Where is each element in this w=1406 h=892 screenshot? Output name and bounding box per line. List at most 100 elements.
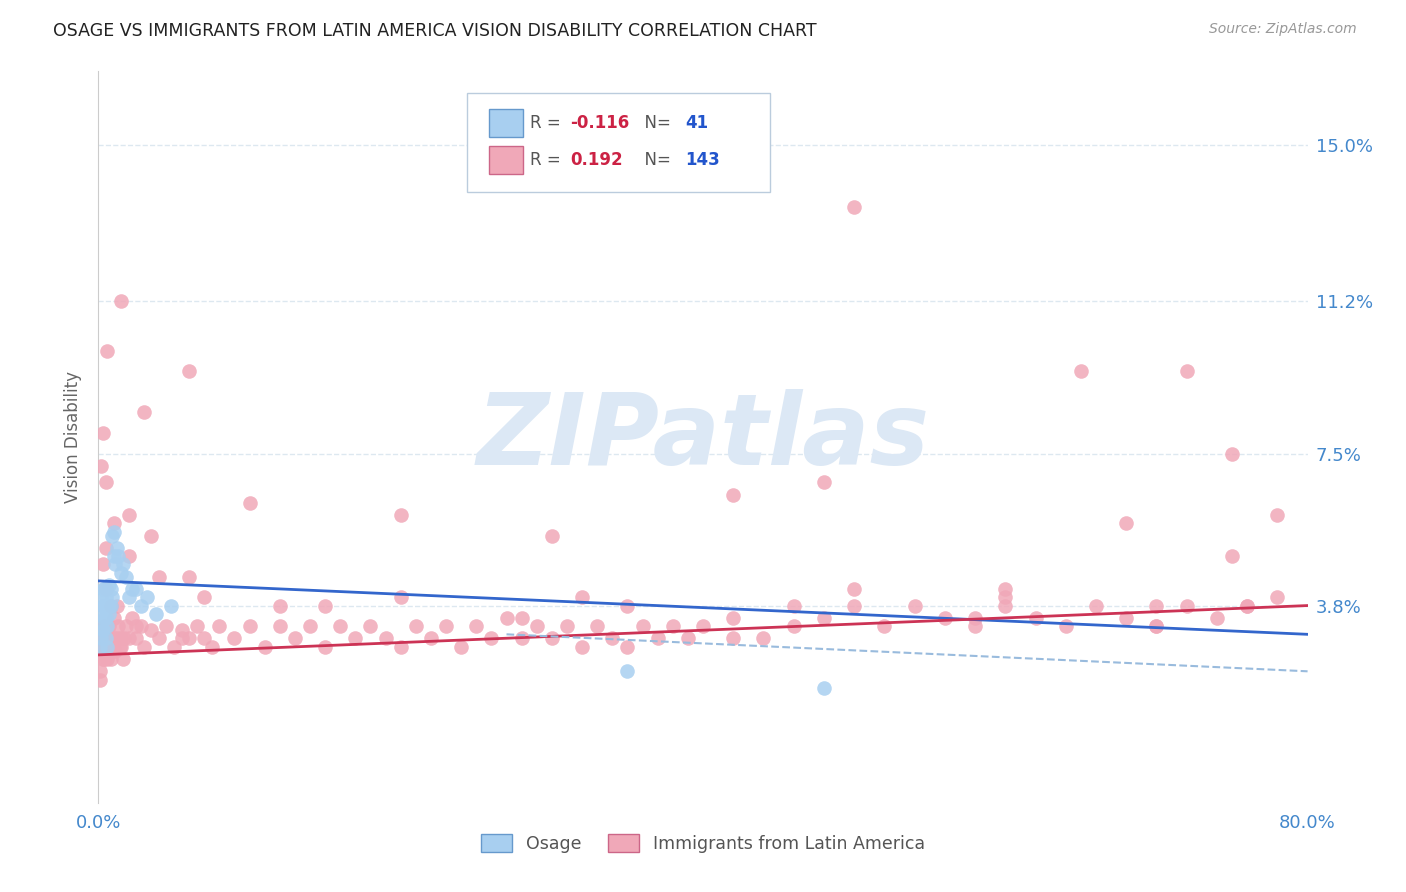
Point: [93, 611, 115, 625]
Point: [91, 624, 114, 638]
Point: [844, 582, 866, 596]
Point: [783, 599, 806, 613]
Point: [1267, 508, 1289, 523]
Point: [783, 619, 806, 633]
Point: [100, 599, 122, 613]
Point: [96, 343, 118, 358]
Point: [90, 632, 112, 646]
Point: [616, 640, 638, 654]
Point: [90, 607, 112, 621]
Point: [299, 619, 322, 633]
Point: [1115, 611, 1137, 625]
Point: [661, 619, 683, 633]
Point: [420, 632, 443, 646]
Point: [170, 632, 193, 646]
Point: [934, 611, 956, 625]
Point: [631, 619, 654, 633]
Text: R =: R =: [530, 114, 567, 132]
Text: 0.192: 0.192: [569, 151, 623, 169]
Point: [540, 632, 562, 646]
Point: [155, 619, 177, 633]
Point: [723, 611, 745, 625]
Point: [616, 665, 638, 679]
Point: [1070, 364, 1092, 378]
Point: [1175, 364, 1198, 378]
Point: [344, 632, 367, 646]
Point: [105, 541, 128, 555]
Point: [1220, 549, 1243, 564]
Point: [389, 591, 412, 605]
Point: [110, 640, 132, 654]
Point: [96, 619, 118, 633]
Point: [540, 529, 562, 543]
Point: [284, 632, 307, 646]
Point: [121, 582, 143, 596]
Text: ZIPatlas: ZIPatlas: [477, 389, 929, 485]
Point: [118, 591, 141, 605]
Point: [121, 611, 143, 625]
Text: R =: R =: [530, 151, 567, 169]
Point: [329, 619, 352, 633]
Point: [108, 640, 131, 654]
Point: [904, 599, 927, 613]
Point: [100, 599, 122, 613]
Point: [98, 578, 121, 592]
Point: [389, 640, 412, 654]
Point: [125, 619, 148, 633]
Point: [314, 599, 336, 613]
Point: [526, 619, 548, 633]
Point: [844, 599, 866, 613]
Text: OSAGE VS IMMIGRANTS FROM LATIN AMERICA VISION DISABILITY CORRELATION CHART: OSAGE VS IMMIGRANTS FROM LATIN AMERICA V…: [53, 22, 817, 40]
Point: [965, 611, 987, 625]
Point: [676, 632, 699, 646]
Point: [723, 632, 745, 646]
Point: [1236, 599, 1258, 613]
Point: [360, 619, 382, 633]
Point: [91, 558, 114, 572]
Point: [91, 582, 114, 596]
Point: [90, 458, 112, 473]
Point: [90, 591, 112, 605]
Point: [89, 673, 111, 687]
Point: [132, 405, 155, 419]
Point: [813, 681, 835, 695]
Point: [110, 566, 132, 580]
Point: [93, 652, 115, 666]
Point: [170, 624, 193, 638]
Point: [96, 652, 118, 666]
Point: [1024, 611, 1046, 625]
Point: [114, 619, 136, 633]
Point: [148, 570, 170, 584]
Point: [91, 632, 114, 646]
Point: [98, 607, 121, 621]
Point: [374, 632, 396, 646]
Point: [405, 619, 427, 633]
Point: [90, 640, 112, 654]
Point: [179, 632, 201, 646]
Point: [101, 640, 124, 654]
Point: [94, 582, 117, 596]
Point: [208, 619, 231, 633]
Point: [179, 364, 201, 378]
Point: [571, 591, 593, 605]
Point: [100, 582, 122, 596]
Point: [163, 640, 186, 654]
Point: [94, 611, 117, 625]
Point: [201, 640, 224, 654]
Point: [389, 508, 412, 523]
Point: [965, 619, 987, 633]
Point: [239, 496, 262, 510]
Point: [647, 632, 669, 646]
Point: [118, 632, 141, 646]
Text: N=: N=: [634, 151, 676, 169]
Point: [103, 549, 125, 564]
Point: [110, 294, 132, 309]
Point: [1267, 591, 1289, 605]
Point: [1144, 599, 1167, 613]
Point: [96, 632, 118, 646]
Point: [96, 640, 118, 654]
Point: [692, 619, 714, 633]
Point: [101, 529, 124, 543]
Point: [495, 611, 517, 625]
Point: [510, 632, 533, 646]
